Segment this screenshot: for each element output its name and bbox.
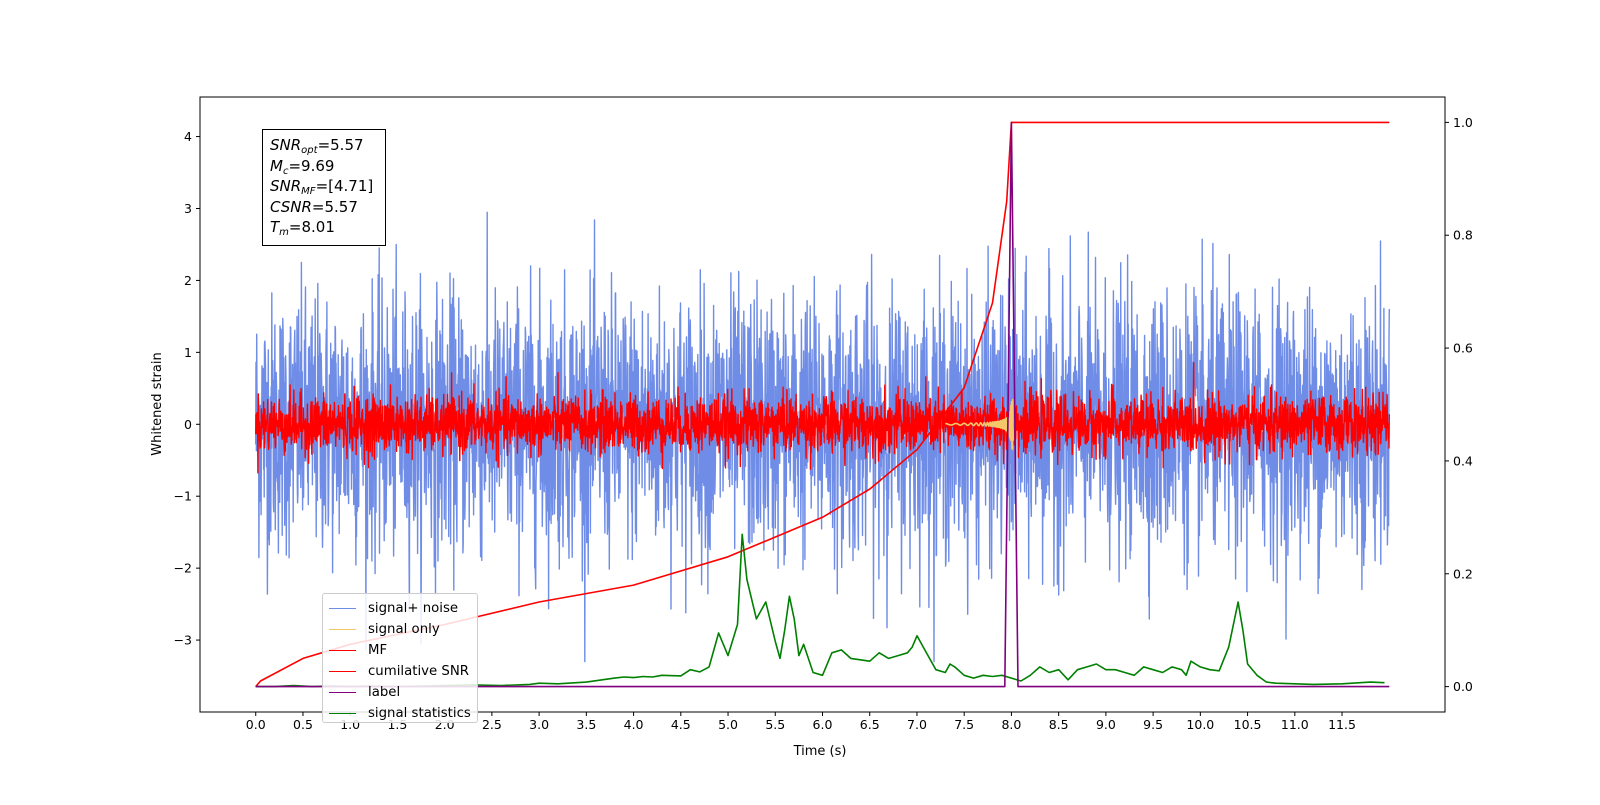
y-tick-label: 0 (184, 417, 192, 432)
x-tick-label: 8.0 (1001, 717, 1021, 732)
legend-label: cumilative SNR (368, 664, 470, 679)
y-tick-label: −2 (174, 561, 192, 576)
series-signal-statistics (255, 533, 1385, 688)
legend-item-cumulative-snr: cumilative SNR (329, 661, 477, 682)
x-tick-label: 11.5 (1328, 717, 1356, 732)
series-signal-only (944, 398, 1015, 451)
legend-swatch (329, 692, 356, 693)
x-tick-label: 11.0 (1281, 717, 1309, 732)
csnr-row: CSNR=5.57 (270, 197, 358, 216)
y2-tick-label: 0.4 (1453, 453, 1473, 468)
legend-swatch (329, 650, 356, 651)
x-tick-label: 5.5 (765, 717, 785, 732)
legend-label: signal+ noise (368, 601, 459, 616)
x-tick-label: 9.0 (1096, 717, 1116, 732)
y-tick-label: 3 (184, 201, 192, 216)
y-tick-label: −1 (174, 489, 192, 504)
y-axis-ticks: −3 −2 −1 0 1 2 3 4 (174, 129, 200, 648)
legend-item-label: label (329, 682, 477, 703)
legend-item-mf: MF (329, 640, 477, 661)
legend-label: label (368, 685, 401, 700)
legend-swatch (329, 629, 356, 630)
series-mf (255, 362, 1390, 474)
x-tick-label: 3.5 (576, 717, 596, 732)
legend-swatch (329, 713, 356, 714)
x-tick-label: 0.0 (246, 717, 266, 732)
snr-opt-row: SNRopt=5.57 (270, 136, 364, 156)
y-tick-label: 2 (184, 273, 192, 288)
legend-swatch (329, 671, 356, 672)
x-tick-label: 7.5 (954, 717, 974, 732)
series-signal-noise (255, 211, 1390, 663)
x-tick-label: 10.0 (1186, 717, 1214, 732)
series-layer (255, 121, 1390, 688)
y-tick-label: 4 (184, 129, 192, 144)
y-axis-label: Whitened strain (150, 352, 165, 455)
y2-tick-label: 0.8 (1453, 228, 1473, 243)
mc-row: Mc=9.69 (270, 156, 335, 177)
y-tick-label: 1 (184, 345, 192, 360)
legend-item-signal-only: signal only (329, 619, 477, 640)
y2-tick-label: 0.6 (1453, 341, 1473, 356)
legend-label: signal statistics (368, 706, 471, 721)
x-axis-label: Time (s) (793, 744, 847, 759)
x-tick-label: 4.0 (624, 717, 644, 732)
x-tick-label: 6.0 (813, 717, 833, 732)
series-label (255, 121, 1390, 688)
x-tick-label: 10.5 (1234, 717, 1262, 732)
legend-swatch (329, 608, 356, 609)
y2-tick-label: 0.2 (1453, 566, 1473, 581)
x-tick-label: 2.5 (482, 717, 502, 732)
plot-frame (199, 96, 1446, 713)
x-tick-label: 4.5 (671, 717, 691, 732)
tm-row: Tm=8.01 (270, 218, 335, 238)
x-tick-label: 9.5 (1143, 717, 1163, 732)
legend-item-signal-statistics: signal statistics (329, 703, 477, 724)
x-tick-label: 7.0 (907, 717, 927, 732)
y2-tick-label: 0.0 (1453, 679, 1473, 694)
legend-label: signal only (368, 622, 440, 637)
x-tick-label: 5.0 (718, 717, 738, 732)
x-tick-label: 3.0 (529, 717, 549, 732)
stats-annotation-box: SNRopt=5.57 Mc=9.69 SNRMF=[4.71] CSNR=5.… (262, 129, 386, 246)
y2-axis-ticks: 0.0 0.2 0.4 0.6 0.8 1.0 (1445, 115, 1473, 694)
x-tick-label: 8.5 (1049, 717, 1069, 732)
legend-label: MF (368, 643, 388, 658)
x-tick-label: 6.5 (860, 717, 880, 732)
x-tick-label: 0.5 (293, 717, 313, 732)
y2-tick-label: 1.0 (1453, 115, 1473, 130)
legend: signal+ noise signal only MF cumilative … (322, 593, 478, 723)
snr-mf-row: SNRMF=[4.71] (270, 177, 374, 197)
y-tick-label: −3 (174, 633, 192, 648)
legend-item-signal-noise: signal+ noise (329, 598, 477, 619)
